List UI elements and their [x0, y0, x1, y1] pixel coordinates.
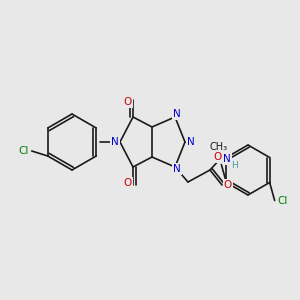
Text: H: H [232, 160, 238, 169]
Text: N: N [187, 137, 195, 147]
Text: N: N [111, 137, 119, 147]
Text: N: N [173, 164, 181, 174]
Text: O: O [124, 97, 132, 107]
Text: Cl: Cl [19, 146, 29, 156]
Text: N: N [223, 154, 231, 164]
Text: Cl: Cl [278, 196, 288, 206]
Text: O: O [213, 152, 221, 161]
Text: N: N [173, 109, 181, 119]
Text: O: O [224, 180, 232, 190]
Text: CH₃: CH₃ [209, 142, 227, 152]
Text: O: O [124, 178, 132, 188]
